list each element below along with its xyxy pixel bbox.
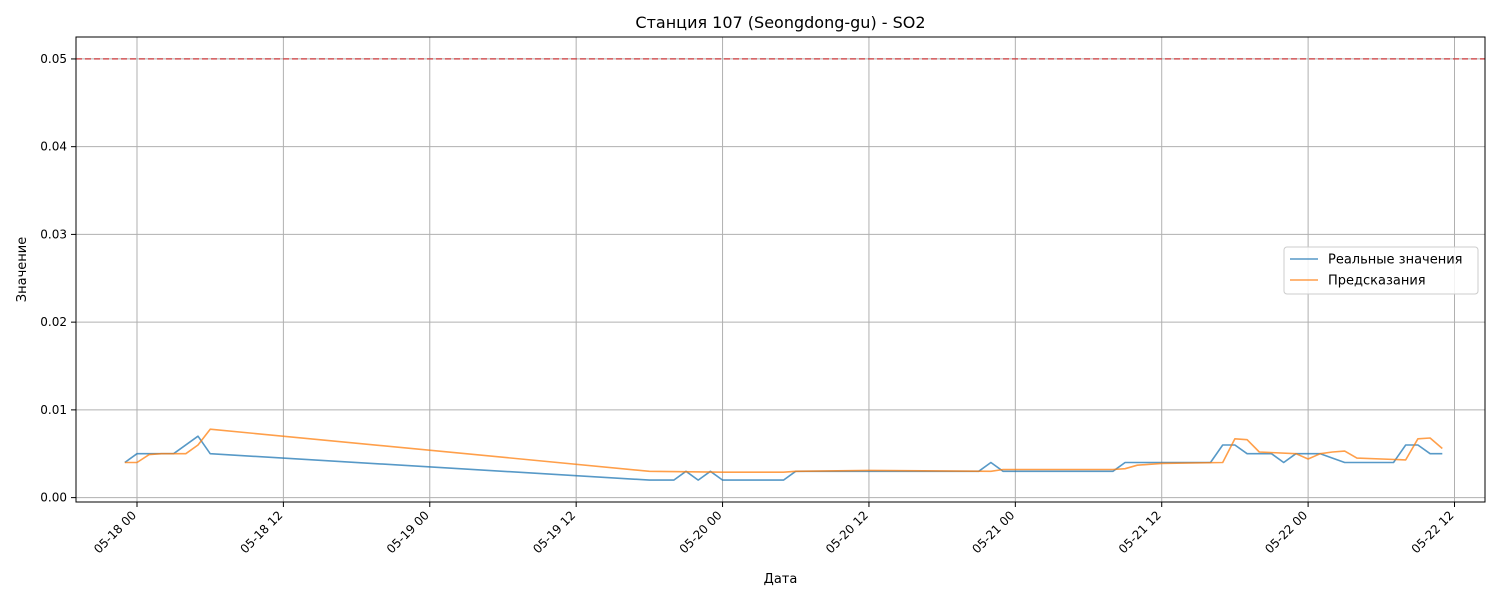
legend-label: Предсказания [1328, 274, 1426, 289]
chart-title: Станция 107 (Seongdong-gu) - SO2 [635, 13, 925, 32]
series-line-1 [124, 428, 1443, 473]
y-axis-label: Значение [15, 237, 30, 302]
y-tick-label: 0.00 [40, 491, 67, 505]
y-tick-label: 0.05 [40, 52, 67, 66]
series-line-0 [124, 435, 1443, 481]
y-tick-label: 0.03 [40, 227, 67, 241]
legend-box [1283, 246, 1479, 295]
legend: Реальные значения Предсказания [1283, 246, 1479, 295]
y-tick-label: 0.04 [40, 140, 67, 154]
plot-frame [75, 36, 1486, 503]
y-axis: 0.00 0.01 0.02 0.03 0.04 0.05 [40, 52, 76, 505]
x-axis-label: Дата [764, 572, 798, 587]
legend-label: Реальные значения [1328, 253, 1463, 268]
y-tick-label: 0.01 [40, 403, 67, 417]
series-layer [124, 428, 1443, 481]
y-tick-label: 0.02 [40, 315, 67, 329]
grid [76, 37, 1485, 502]
